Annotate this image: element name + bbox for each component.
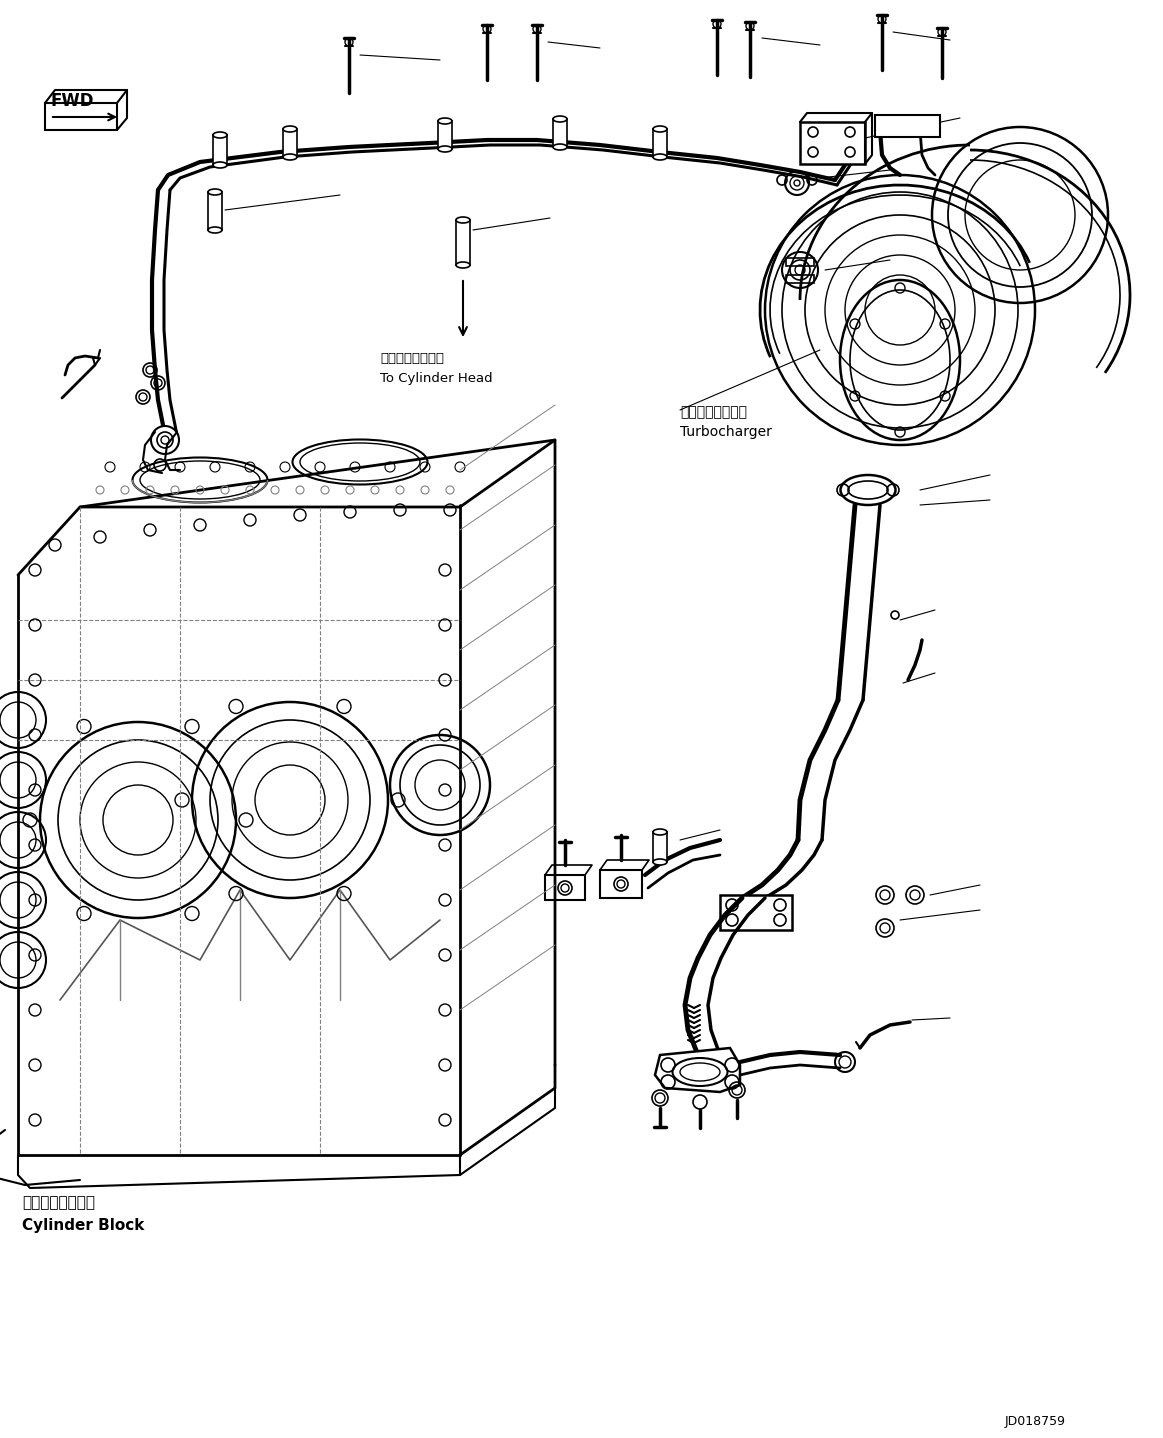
Ellipse shape — [438, 147, 452, 152]
Ellipse shape — [652, 828, 668, 835]
Bar — [786, 257, 814, 266]
Circle shape — [151, 426, 179, 454]
Bar — [875, 115, 940, 137]
Ellipse shape — [438, 118, 452, 124]
Bar — [208, 193, 222, 230]
Bar — [213, 135, 227, 165]
Ellipse shape — [213, 162, 227, 168]
Text: シリンダヘッドへ: シリンダヘッドへ — [380, 352, 444, 365]
Ellipse shape — [552, 144, 568, 150]
Bar — [456, 220, 470, 265]
Text: Turbocharger: Turbocharger — [680, 426, 772, 439]
Polygon shape — [45, 104, 117, 129]
Ellipse shape — [456, 262, 470, 267]
Bar — [552, 119, 568, 147]
Bar — [720, 894, 792, 930]
Bar — [545, 874, 585, 900]
Ellipse shape — [208, 227, 222, 233]
Text: JD018759: JD018759 — [1005, 1415, 1066, 1428]
Ellipse shape — [456, 217, 470, 223]
Text: FWD: FWD — [50, 92, 93, 109]
Ellipse shape — [552, 116, 568, 122]
Bar — [652, 833, 668, 861]
Text: To Cylinder Head: To Cylinder Head — [380, 372, 493, 385]
Bar — [652, 129, 668, 157]
Text: シリンダブロック: シリンダブロック — [22, 1195, 95, 1209]
Ellipse shape — [208, 188, 222, 196]
Bar — [786, 275, 814, 283]
Text: Cylinder Block: Cylinder Block — [22, 1218, 144, 1232]
Ellipse shape — [283, 127, 297, 132]
Ellipse shape — [652, 154, 668, 160]
Ellipse shape — [652, 127, 668, 132]
Bar — [283, 129, 297, 157]
Bar — [600, 870, 642, 897]
Ellipse shape — [652, 858, 668, 866]
Bar — [800, 122, 865, 164]
Polygon shape — [655, 1048, 740, 1091]
Bar — [438, 121, 452, 150]
Text: ターボチャージャ: ターボチャージャ — [680, 406, 747, 418]
Ellipse shape — [213, 132, 227, 138]
Ellipse shape — [283, 154, 297, 160]
